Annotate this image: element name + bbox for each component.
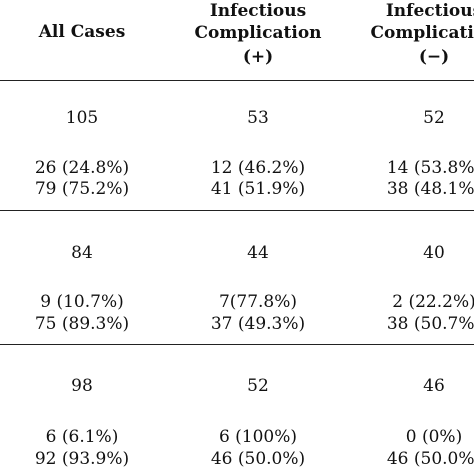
group2-row2-negative: 38 (50.7%): [386, 314, 474, 334]
header-infection-positive-line2: Complication: [194, 23, 322, 43]
group2-total-positive: 44: [247, 243, 269, 263]
header-all-cases: All Cases: [38, 22, 126, 42]
group1-row1-negative: 14 (53.8%): [386, 158, 474, 178]
group1-row1-positive: 12 (46.2%): [210, 158, 306, 178]
group2-row1-negative: 2 (22.2%): [392, 292, 474, 312]
header-rule: [0, 80, 474, 81]
header-infection-negative-line3: (−): [418, 47, 450, 67]
header-infection-positive-line1: Infectious: [209, 1, 307, 21]
group1-total-all: 105: [65, 108, 99, 128]
header-infection-positive-line3: (+): [242, 47, 274, 67]
group1-total-positive: 53: [247, 108, 269, 128]
group1-row2-all: 79 (75.2%): [34, 179, 130, 199]
group2-rule: [0, 344, 474, 345]
group3-row2-negative: 46 (50.0%): [386, 449, 474, 469]
group1-row2-negative: 38 (48.1%): [386, 179, 474, 199]
group3-row1-negative: 0 (0%): [405, 427, 463, 447]
group2-row2-all: 75 (89.3%): [34, 314, 130, 334]
group1-row1-all: 26 (24.8%): [34, 158, 130, 178]
group1-total-negative: 52: [423, 108, 445, 128]
group3-row2-all: 92 (93.9%): [34, 449, 130, 469]
group3-total-negative: 46: [423, 376, 445, 396]
group1-rule: [0, 210, 474, 211]
group2-row2-positive: 37 (49.3%): [210, 314, 306, 334]
group2-total-all: 84: [71, 243, 93, 263]
group3-row1-all: 6 (6.1%): [45, 427, 119, 447]
group3-total-positive: 52: [247, 376, 269, 396]
group2-row1-all: 9 (10.7%): [40, 292, 124, 312]
group3-total-all: 98: [71, 376, 93, 396]
group3-row1-positive: 6 (100%): [218, 427, 298, 447]
group3-row2-positive: 46 (50.0%): [210, 449, 306, 469]
header-infection-negative-line2: Complication: [370, 23, 474, 43]
header-infection-negative-line1: Infectious: [385, 1, 474, 21]
group1-row2-positive: 41 (51.9%): [210, 179, 306, 199]
group2-total-negative: 40: [423, 243, 445, 263]
group2-row1-positive: 7(77.8%): [218, 292, 298, 312]
